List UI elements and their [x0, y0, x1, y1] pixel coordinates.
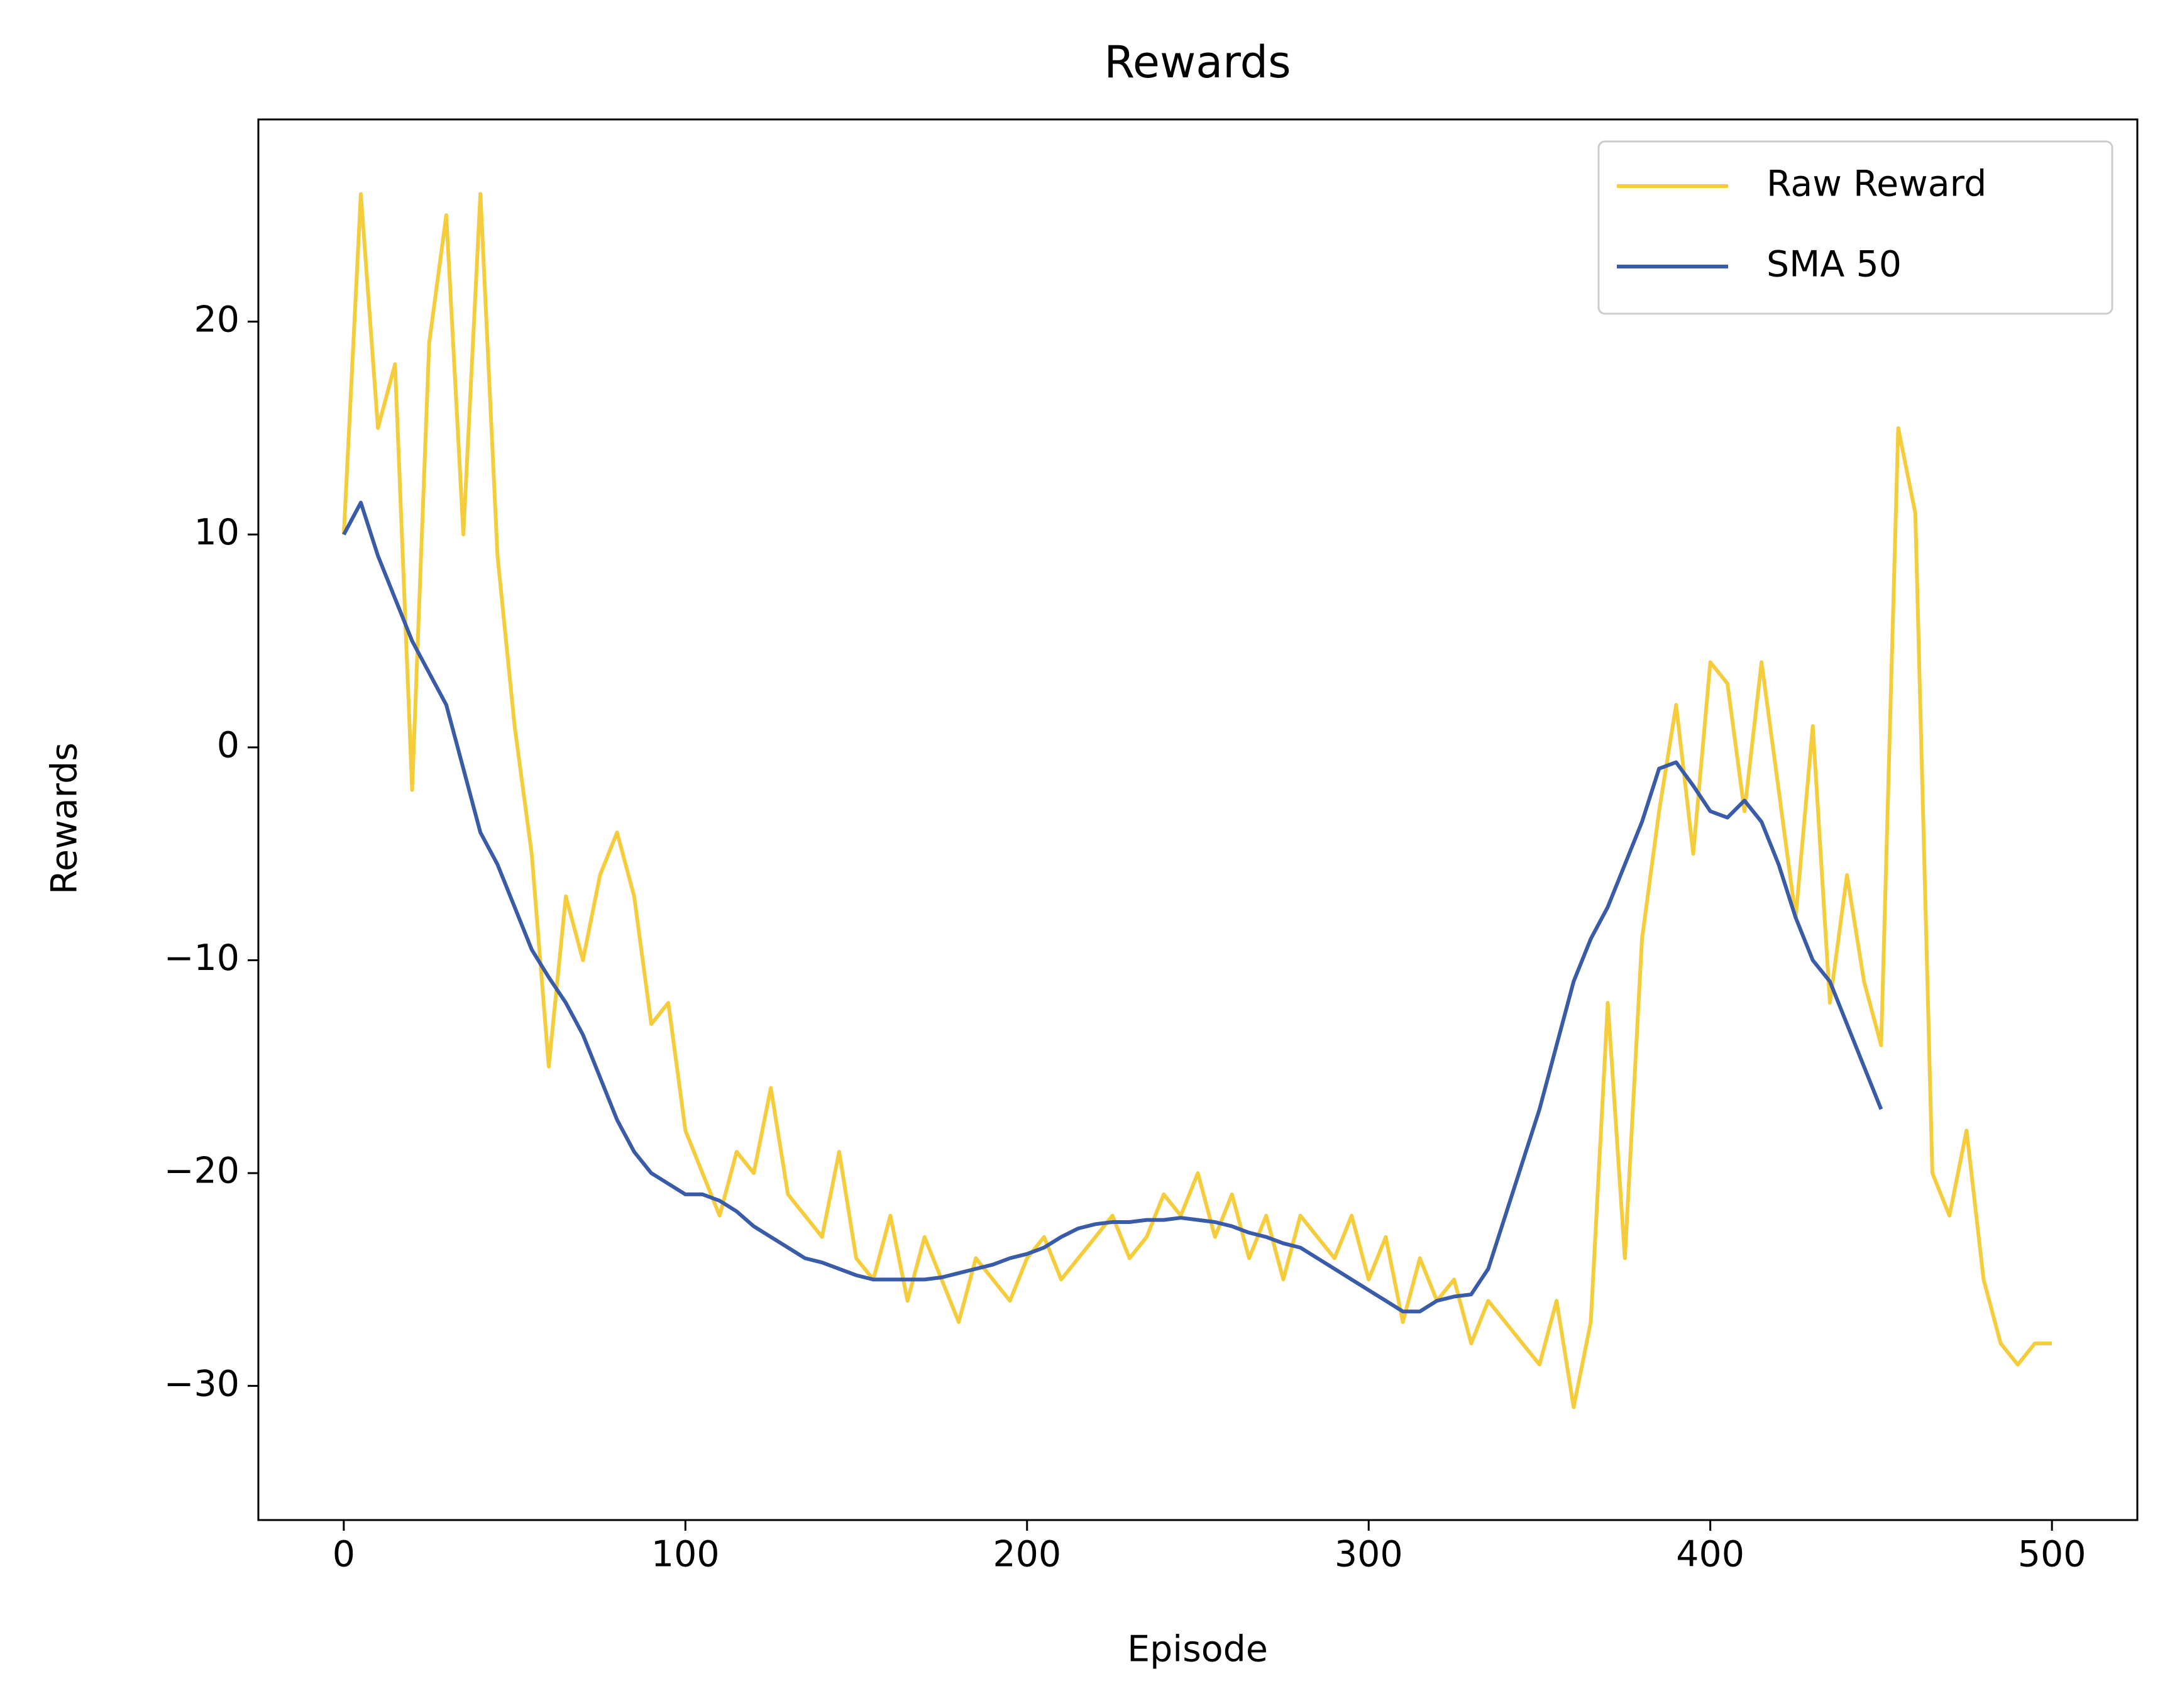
x-axis-label: Episode — [1127, 1629, 1268, 1670]
y-axis-label: Rewards — [44, 742, 85, 895]
series-line — [342, 500, 1883, 1314]
x-tick-label: 400 — [1676, 1534, 1744, 1575]
plot-frame — [257, 118, 2139, 1521]
y-tick-label: −20 — [164, 1150, 240, 1192]
x-tick-label: 0 — [333, 1534, 355, 1575]
y-tick-label: −30 — [164, 1363, 240, 1404]
y-tick-label: 20 — [194, 299, 240, 340]
series-line — [341, 192, 2052, 1409]
y-tick-label: 0 — [217, 725, 240, 766]
x-tick-label: 300 — [1335, 1534, 1403, 1575]
x-tick-label: 500 — [2018, 1534, 2086, 1575]
y-tick-label: −10 — [164, 937, 240, 979]
x-tick-label: 200 — [993, 1534, 1061, 1575]
chart-title: Rewards — [1104, 36, 1291, 88]
y-tick-label: 10 — [194, 512, 240, 553]
legend-label: Raw Reward — [1766, 163, 1986, 205]
x-tick-label: 100 — [651, 1534, 720, 1575]
legend-label: SMA 50 — [1766, 244, 1902, 285]
